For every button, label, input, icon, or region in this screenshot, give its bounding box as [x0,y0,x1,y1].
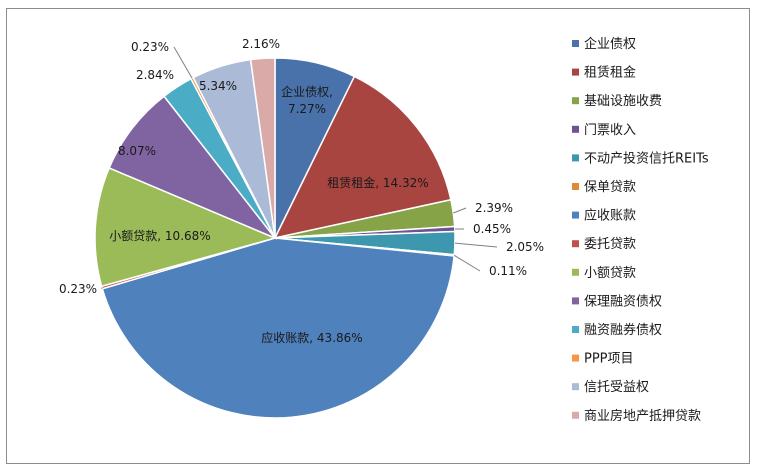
legend-swatch [572,354,579,362]
data-label-7: 应收账款, 43.86% [261,330,362,345]
legend-swatch [572,326,579,333]
legend-label: 不动产投资信托REITs [584,150,709,166]
data-label-12: 0.23% [131,40,169,54]
legend-swatch [572,68,579,76]
legend-label: 委托贷款 [584,237,636,252]
legend-item: 委托贷款 [572,237,636,252]
data-label-13: 5.34% [199,79,237,93]
legend-swatch [572,183,579,190]
legend-label: 租赁租金 [584,65,636,81]
legend-label: 小额贷款 [584,266,636,281]
legend-swatch [572,211,579,219]
legend-label: 基础设施收费 [584,94,662,109]
data-label-2: 租赁租金, 14.32% [327,175,428,190]
legend-item: 商业房地产抵押贷款 [572,408,701,424]
leader-line-12 [173,46,193,79]
legend-item: 租赁租金 [572,65,636,81]
legend-item: 信托受益权 [572,379,649,395]
legend-item: 门票收入 [572,123,636,138]
pie-slices [94,57,456,419]
data-label-6: 0.11% [489,264,527,278]
leader-line-6 [453,254,481,272]
data-label-9: 小额贷款, 10.68% [109,229,210,243]
legend-swatch [572,268,579,276]
leader-line-5 [454,242,498,248]
pie-slice-14 [249,57,276,239]
legend-label: 信托受益权 [584,379,649,395]
legend-item: 应收账款 [572,208,636,224]
legend-item: 保理融资债权 [572,293,662,309]
legend-label: 保单贷款 [584,180,636,195]
data-label-5: 2.05% [506,240,544,254]
legend-label: 商业房地产抵押贷款 [584,408,701,424]
data-label-4: 0.45% [473,222,511,236]
legend-label: 门票收入 [584,123,636,138]
legend-swatch [572,383,579,391]
legend-item: 融资融券债权 [572,322,662,338]
leader-line-3 [453,207,467,214]
legend-swatch [572,97,579,105]
pie-slice-10 [108,95,278,240]
legend-label: PPP项目 [584,352,634,367]
data-label-8: 0.23% [59,282,97,296]
legend-label: 保理融资债权 [584,293,662,309]
legend-item: PPP项目 [572,352,634,367]
data-label-10: 8.07% [118,144,156,158]
legend-item: 不动产投资信托REITs [572,150,709,166]
legend-swatch [572,240,579,248]
data-label-14: 2.16% [242,37,280,51]
legend-swatch [572,154,579,162]
pie-slice-7 [101,237,455,419]
legend-item: 保单贷款 [572,180,636,195]
legend-swatch [572,40,579,47]
data-label-11: 2.84% [136,68,174,82]
legend-swatch [572,125,579,133]
legend-item: 小额贷款 [572,266,636,281]
data-label-3: 2.39% [475,201,513,215]
legend-label: 应收账款 [584,208,636,224]
legend-label: 融资融券债权 [584,322,662,338]
legend-label: 企业债权 [584,36,636,52]
pie-slice-9 [94,166,278,288]
legend-swatch [572,297,579,305]
data-label-1: 企业债权, 7.27% [281,84,333,116]
legend-item: 基础设施收费 [572,94,662,109]
data-labels: 企业债权, 7.27% 租赁租金, 14.32% 2.39% 0.45% 2.05% 0.1… [59,37,544,345]
legend-item: 企业债权 [572,36,636,52]
legend-swatch [572,411,579,419]
pie-slice-2 [273,75,452,240]
